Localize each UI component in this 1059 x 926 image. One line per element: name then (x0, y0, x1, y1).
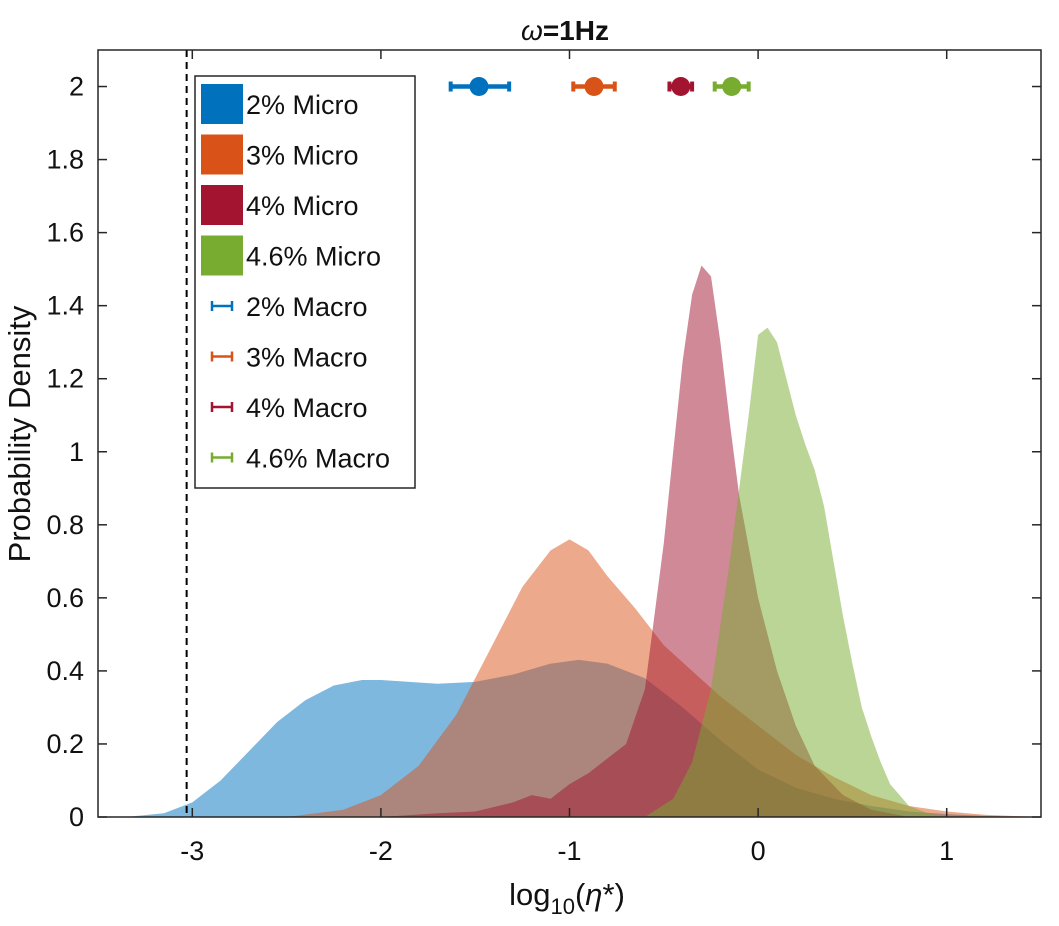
xlabel-post: *) (603, 877, 625, 912)
legend-3-micro-swatch (201, 134, 243, 175)
y-tick-label: 0.2 (46, 729, 84, 759)
x-axis: -3 -2 -1 0 1 (180, 50, 954, 866)
title-omega-symbol: ω (521, 15, 543, 46)
density-areas (126, 265, 1042, 817)
macro-3-macro-point (584, 77, 604, 97)
legend-2-micro-swatch (201, 84, 243, 124)
xlabel-log: log (509, 877, 550, 912)
x-axis-title: log10(η*) (509, 877, 625, 919)
legend: 2% Micro 3% Micro 4% Micro 4.6% Micro 2% Mac… (194, 75, 416, 489)
legend-3-macro-label: 3% Macro (246, 343, 368, 373)
legend-4-macro-label: 4% Macro (246, 393, 368, 423)
macro-4-macro-point (671, 77, 691, 97)
y-tick-label: 2 (69, 72, 84, 102)
y-tick-label: 0.6 (46, 583, 84, 613)
xlabel-paren: ( (575, 877, 586, 912)
y-tick-label: 0.8 (46, 510, 84, 540)
y-axis-title: Probability Density (2, 305, 37, 562)
area-4-6-micro (644, 327, 947, 817)
xlabel-eta-symbol: η (585, 877, 602, 912)
y-tick-label: 1.8 (46, 145, 84, 175)
title-frequency: =1Hz (543, 15, 609, 46)
legend-3-micro-label: 3% Micro (246, 141, 359, 171)
legend-2-micro-label: 2% Micro (246, 90, 359, 120)
macro-2-macro-point (469, 77, 489, 97)
x-tick-label: -1 (557, 836, 581, 866)
y-tick-label: 1.4 (46, 291, 84, 321)
legend-4-micro-label: 4% Micro (246, 191, 359, 221)
legend-2-macro-label: 2% Macro (246, 292, 368, 322)
legend-4-6-macro-label: 4.6% Macro (246, 444, 390, 474)
x-tick-label: 0 (751, 836, 766, 866)
xlabel-subscript: 10 (550, 894, 574, 919)
legend-4-6-micro-label: 4.6% Micro (246, 242, 381, 272)
y-tick-label: 1.6 (46, 218, 84, 248)
x-tick-label: -3 (180, 836, 204, 866)
legend-4-6-micro-swatch (201, 235, 243, 276)
x-tick-label: -2 (369, 836, 393, 866)
chart-title: ω=1Hz (521, 15, 609, 46)
y-tick-label: 0 (69, 802, 84, 832)
macro-4-6-macro-point (722, 77, 742, 97)
y-tick-label: 1 (69, 437, 84, 467)
x-tick-label: 1 (939, 836, 954, 866)
y-tick-label: 1.2 (46, 364, 84, 394)
macro-errorbars (448, 77, 751, 97)
y-axis: 0 0.2 0.4 0.6 0.8 1 1.2 1.4 1.6 1.8 2 (46, 72, 1041, 832)
y-tick-label: 0.4 (46, 656, 84, 686)
legend-4-micro-swatch (201, 185, 243, 225)
